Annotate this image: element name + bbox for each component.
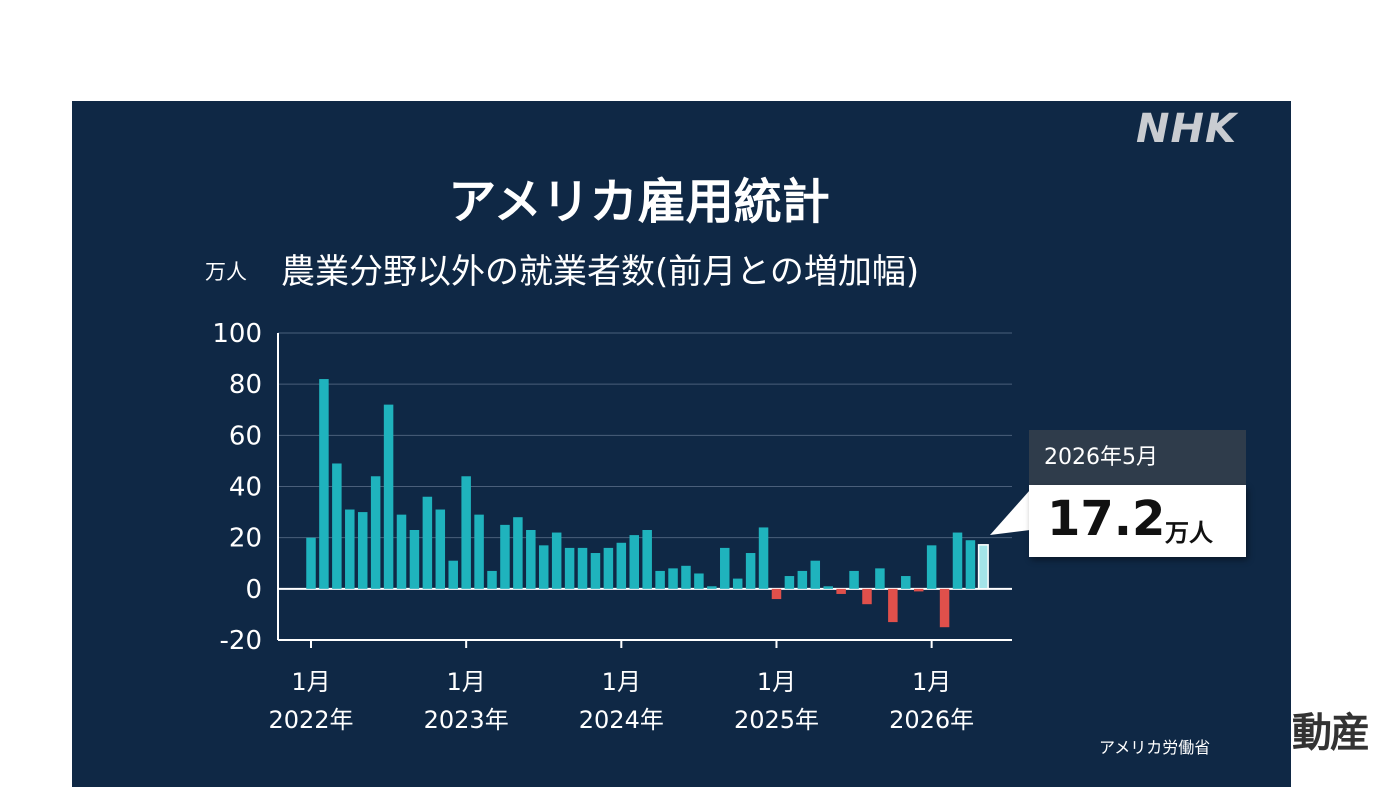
y-tick-label: -20 xyxy=(220,626,262,656)
bar xyxy=(448,560,458,589)
y-tick-label: 20 xyxy=(229,524,262,554)
bar xyxy=(707,586,717,589)
x-tick-year: 2026年 xyxy=(889,706,974,734)
bar xyxy=(797,570,808,589)
x-tick-month: 1月 xyxy=(757,668,796,696)
bar xyxy=(849,570,859,589)
bar xyxy=(862,588,872,605)
x-tick-month: 1月 xyxy=(447,668,486,696)
callout-value: 17.2 xyxy=(1047,491,1166,547)
bar xyxy=(474,514,484,589)
x-tick-year: 2022年 xyxy=(268,706,353,734)
bar xyxy=(500,524,510,589)
bar xyxy=(396,514,407,589)
bar xyxy=(720,547,730,589)
bar xyxy=(319,379,329,589)
bar xyxy=(345,509,355,589)
bar xyxy=(564,547,575,589)
bar xyxy=(409,529,420,589)
bar xyxy=(332,463,342,589)
bar xyxy=(836,588,846,594)
bar xyxy=(655,570,665,589)
bar xyxy=(784,576,795,589)
bar xyxy=(694,573,704,589)
bar xyxy=(681,565,691,589)
bar xyxy=(435,509,446,589)
bar xyxy=(616,542,627,589)
callout-pointer xyxy=(990,490,1030,535)
y-tick-label: 80 xyxy=(229,370,262,400)
bar xyxy=(603,547,614,589)
bar xyxy=(926,545,937,589)
y-tick-label: 40 xyxy=(229,473,262,503)
y-axis-unit: 万人 xyxy=(205,260,247,284)
bar xyxy=(357,512,368,589)
bar xyxy=(952,532,963,589)
nhk-logo: NHK xyxy=(1136,106,1237,152)
bar xyxy=(875,568,885,589)
bar xyxy=(461,476,471,589)
x-tick-year: 2025年 xyxy=(734,706,819,734)
x-tick-year: 2023年 xyxy=(424,706,509,734)
x-tick-month: 1月 xyxy=(291,668,330,696)
bar xyxy=(577,547,588,589)
source-label: アメリカ労働省 xyxy=(1099,738,1211,757)
bar xyxy=(732,578,743,589)
callout-unit: 万人 xyxy=(1165,519,1213,547)
bar xyxy=(629,535,639,589)
callout-date: 2026年5月 xyxy=(1029,430,1246,485)
bar xyxy=(513,517,523,589)
bar xyxy=(306,537,316,589)
x-tick-year: 2024年 xyxy=(579,706,664,734)
callout-value-box: 17.2 万人 xyxy=(1029,485,1246,557)
bar xyxy=(383,404,394,589)
chart-title: アメリカ雇用統計 xyxy=(448,174,830,230)
bar xyxy=(939,588,950,628)
corner-watermark: 動産 xyxy=(1292,710,1370,756)
chart-subtitle: 農業分野以外の就業者数(前月との増加幅) xyxy=(281,252,920,292)
latest-value-callout: 2026年5月 17.2 万人 xyxy=(1029,430,1246,557)
x-tick-month: 1月 xyxy=(912,668,951,696)
bar xyxy=(823,586,833,589)
y-tick-label: 100 xyxy=(212,319,262,349)
bar xyxy=(370,476,381,589)
bar xyxy=(771,588,782,600)
bar xyxy=(422,496,433,589)
bar xyxy=(901,576,911,589)
bar xyxy=(487,570,497,589)
bar xyxy=(758,527,769,589)
bar xyxy=(526,529,536,589)
bar xyxy=(745,553,756,589)
bar xyxy=(965,540,976,589)
y-tick-label: 0 xyxy=(245,575,262,605)
x-tick-month: 1月 xyxy=(602,668,641,696)
bar xyxy=(810,560,821,589)
y-tick-label: 60 xyxy=(229,421,262,451)
bar xyxy=(551,532,562,589)
bar-latest xyxy=(977,544,989,590)
bar xyxy=(642,529,652,589)
bar xyxy=(913,588,924,592)
bar xyxy=(668,568,678,589)
bar xyxy=(538,545,549,589)
bar xyxy=(888,588,898,623)
bar xyxy=(590,553,601,589)
